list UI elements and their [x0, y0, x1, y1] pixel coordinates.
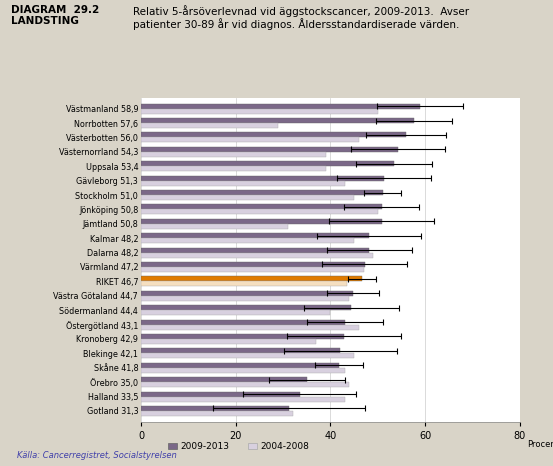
- Bar: [141, 166, 326, 171]
- Bar: [141, 123, 278, 128]
- Bar: [141, 253, 373, 258]
- Text: DIAGRAM  29.2
LANDSTING: DIAGRAM 29.2 LANDSTING: [11, 5, 100, 26]
- Bar: [141, 147, 398, 152]
- Bar: [141, 190, 383, 195]
- Text: Källa: Cancerregistret, Socialstyrelsen: Källa: Cancerregistret, Socialstyrelsen: [17, 452, 176, 460]
- Legend: 2009-2013, 2004-2008: 2009-2013, 2004-2008: [164, 438, 313, 454]
- Bar: [141, 291, 353, 296]
- Bar: [141, 224, 288, 229]
- Bar: [141, 334, 344, 339]
- Bar: [141, 161, 394, 166]
- Bar: [141, 276, 362, 281]
- Bar: [141, 348, 340, 353]
- Bar: [141, 195, 354, 200]
- Bar: [141, 233, 369, 238]
- Bar: [141, 368, 345, 373]
- Bar: [141, 305, 351, 310]
- Bar: [141, 132, 406, 137]
- Bar: [141, 324, 359, 329]
- Bar: [141, 247, 369, 253]
- Bar: [141, 411, 293, 416]
- Bar: [141, 152, 326, 157]
- Bar: [141, 267, 363, 272]
- Bar: [141, 406, 289, 411]
- Bar: [141, 320, 345, 324]
- Bar: [141, 209, 378, 214]
- Bar: [141, 353, 354, 358]
- Bar: [141, 310, 331, 315]
- Bar: [141, 118, 414, 123]
- Bar: [141, 377, 307, 382]
- Bar: [141, 238, 354, 243]
- Bar: [141, 296, 349, 301]
- Bar: [141, 219, 382, 224]
- Bar: [141, 109, 378, 114]
- Text: Relativ 5-årsöverlevnad vid äggstockscancer, 2009-2013.  Avser
patienter 30-89 å: Relativ 5-årsöverlevnad vid äggstockscan…: [133, 5, 469, 30]
- Bar: [141, 397, 345, 402]
- Bar: [141, 205, 382, 209]
- Bar: [141, 181, 345, 185]
- Bar: [141, 262, 364, 267]
- Bar: [141, 339, 316, 344]
- Text: Procent: Procent: [528, 439, 553, 449]
- Bar: [141, 137, 359, 143]
- Bar: [141, 363, 339, 368]
- Bar: [141, 281, 347, 287]
- Bar: [141, 391, 300, 397]
- Bar: [141, 382, 349, 387]
- Bar: [141, 103, 420, 109]
- Bar: [141, 176, 384, 181]
